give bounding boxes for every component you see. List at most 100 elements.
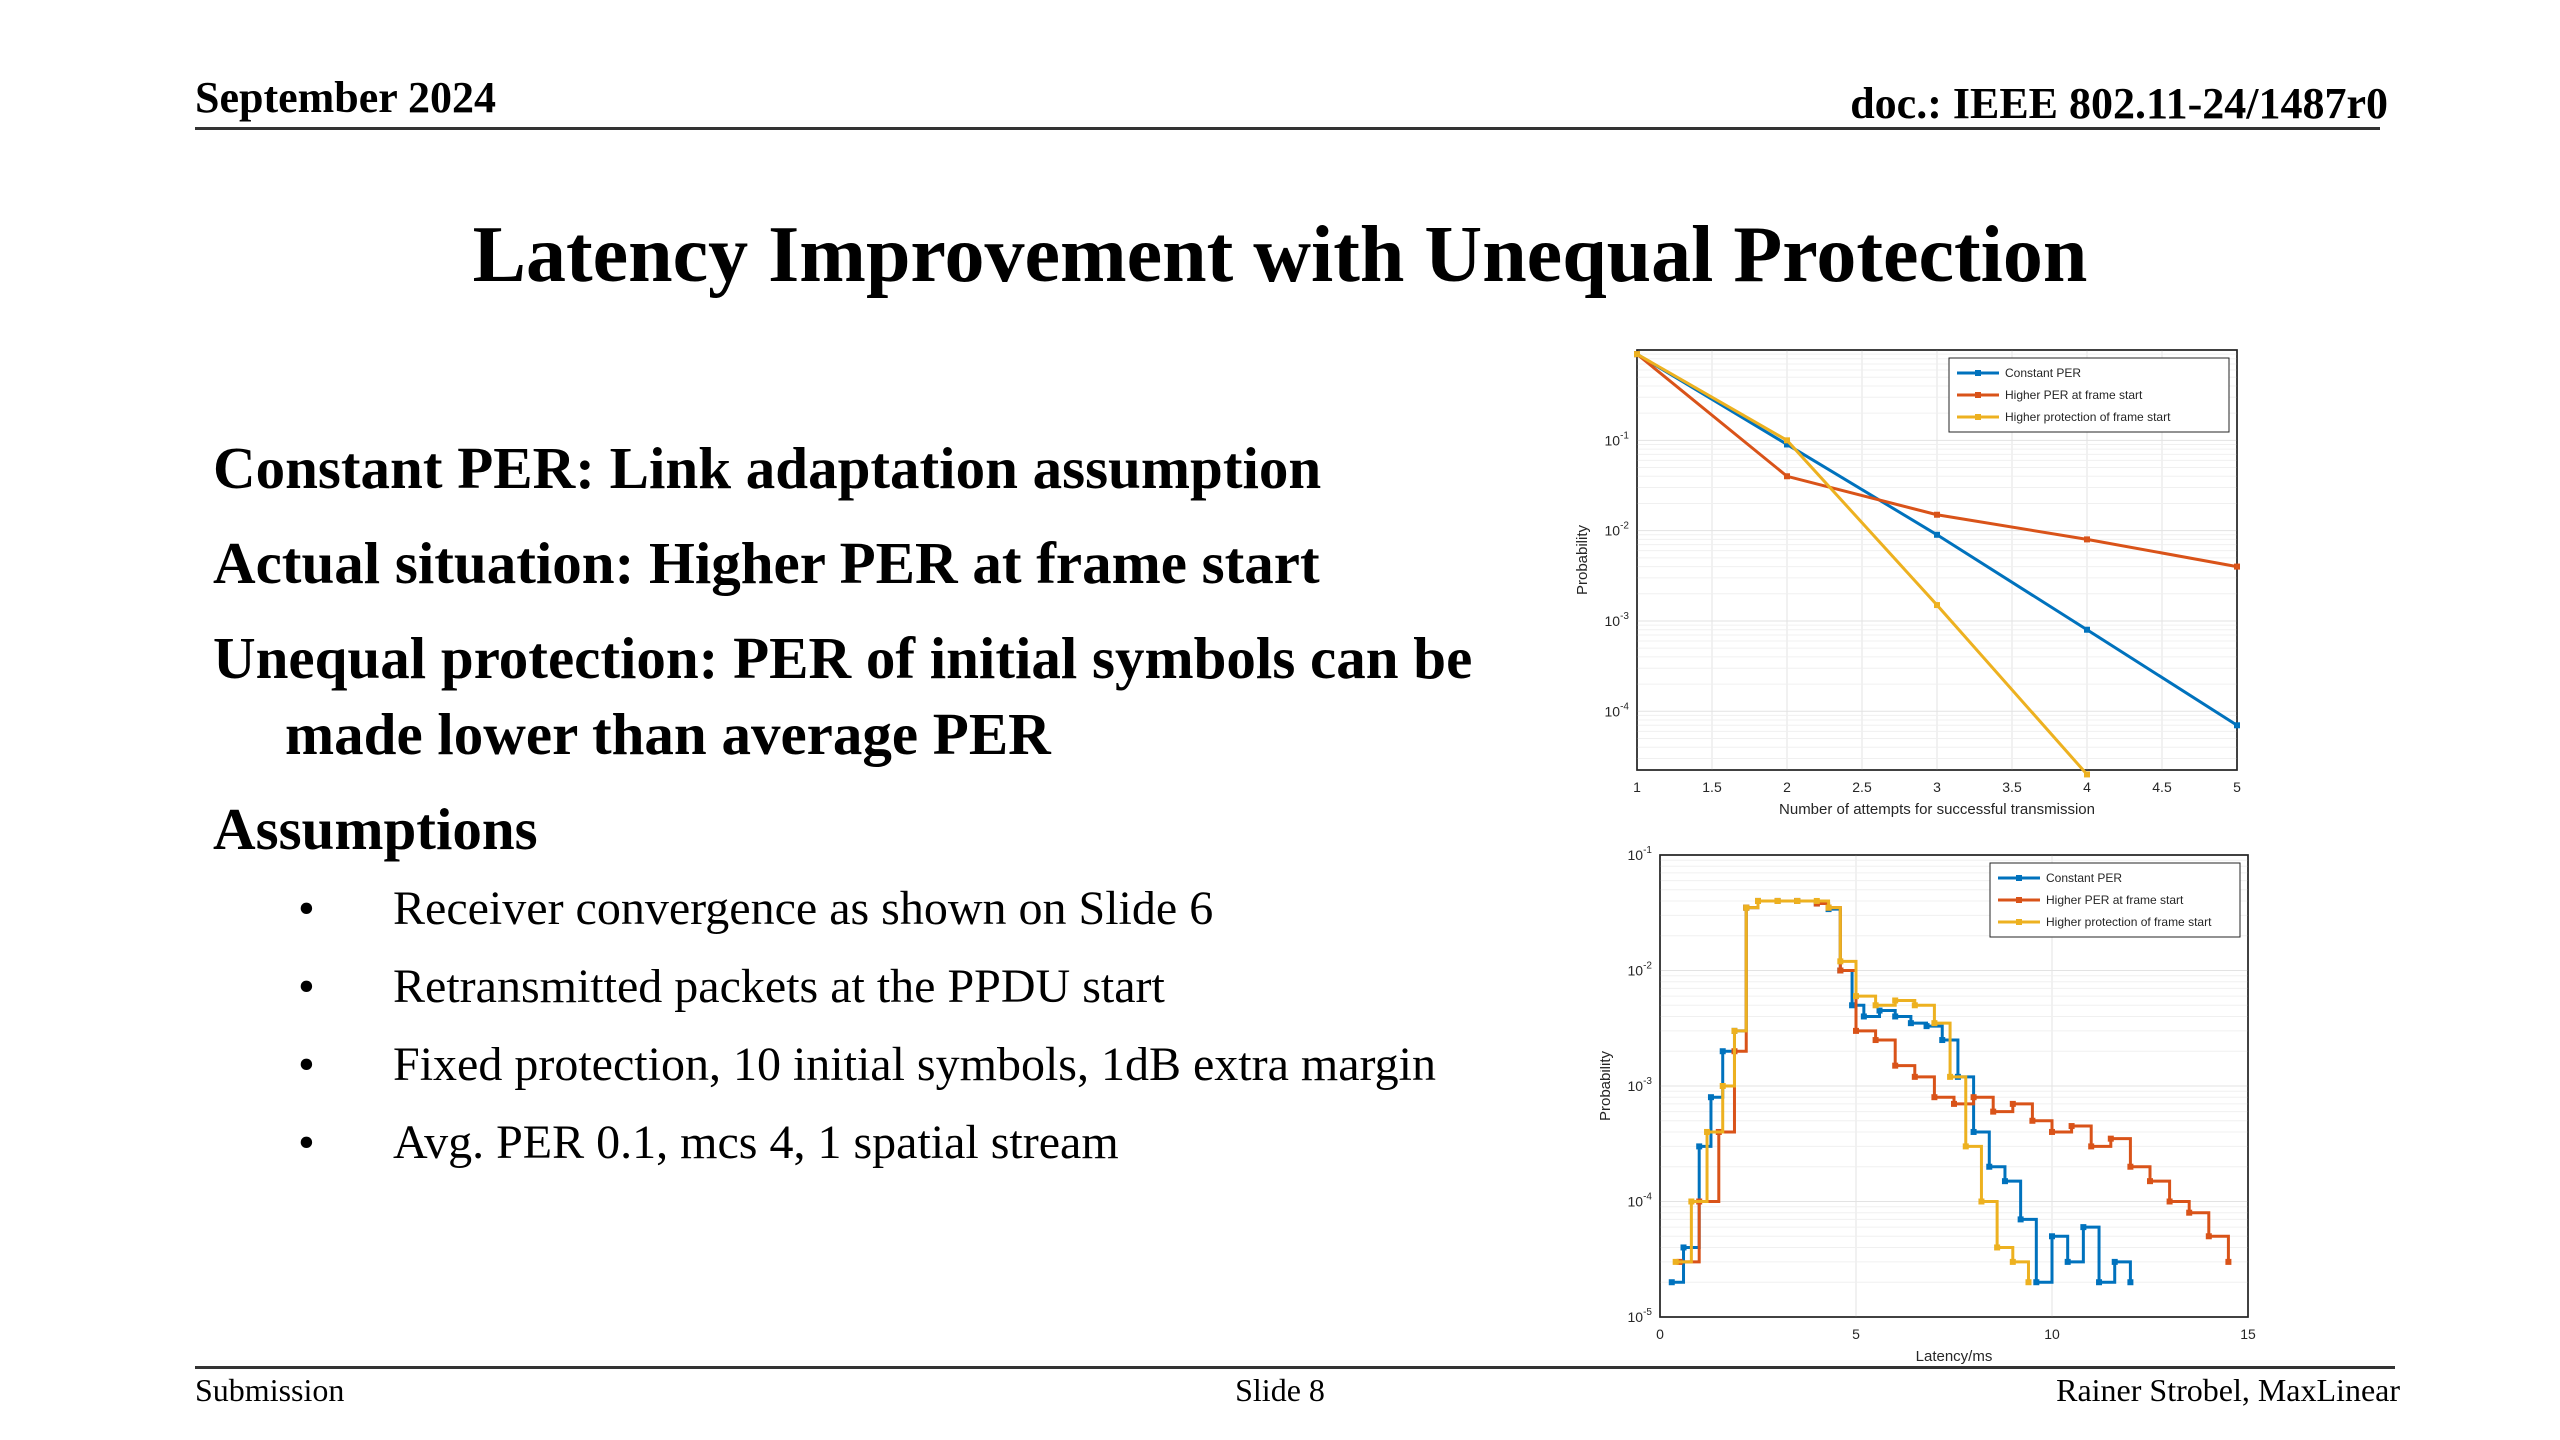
series-point-marker [1837,967,1844,974]
header-divider [195,127,2380,130]
series-point-marker [1970,1128,1977,1135]
series-point-marker [2009,1258,2016,1265]
y-tick-label: 10-1 [1605,430,1630,448]
series-point-marker [1849,1002,1856,1009]
bullet-level1: Constant PER: Link adaptation assumption [213,435,1322,501]
series-point-marker [1939,1037,1946,1044]
x-tick-label: 4 [2083,779,2091,795]
series-point-marker [2088,1143,2095,1150]
series-point-marker [1696,1143,1703,1150]
series-point-marker [2017,1216,2024,1223]
series-point-marker [1784,441,1790,448]
series-point-marker [1707,1094,1714,1101]
x-tick-label: 1 [1633,779,1641,795]
series-point-marker [2084,771,2090,778]
series-point-marker [1755,897,1761,904]
series-point-marker [2001,1178,2008,1185]
y-tick-label: 10-4 [1628,1192,1653,1210]
series-point-marker [1892,1013,1899,1020]
legend-swatch-marker [1975,370,1981,376]
bullet-level1: Unequal protection: PER of initial symbo… [213,625,1473,767]
series-point-marker [1672,1258,1679,1265]
bullet-text: Retransmitted packets at the PPDU start [393,960,1165,1013]
bullet-dot-icon: • [298,960,315,1013]
latency-probability-chart: 0 5 10 15 10-1 10-2 10-3 10-4 10-5 Latency/ms Prob… [1600,845,2256,1365]
series-point-marker [1978,1198,1985,1205]
legend-label: Higher PER at frame start [2005,388,2143,402]
header-doc-id: doc.: IEEE 802.11-24/1487r0 [1850,79,2388,128]
y-tick-label: 10-4 [1605,701,1630,719]
series-point-marker [1813,897,1820,904]
series-point-marker [2049,1128,2055,1135]
bullet-level1: Actual situation: Higher PER at frame st… [213,530,1320,596]
x-tick-label: 5 [2233,779,2241,795]
bullet-dot-icon: • [298,882,315,935]
series-point-marker [1986,1163,1993,1170]
series-point-marker [2029,1117,2036,1124]
x-tick-label: 10 [2044,1326,2060,1342]
legend-swatch-marker [1975,414,1981,420]
x-tick-label: 0 [1656,1326,1664,1342]
series-point-marker [1892,1062,1899,1069]
series-point-marker [2064,1258,2071,1265]
bullet-level2: • Retransmitted packets at the PPDU star… [213,955,1573,1019]
x-tick-label: 15 [2240,1326,2256,1342]
x-tick-label: 1.5 [1702,779,1722,795]
series-line [1675,899,2030,1283]
legend-swatch-marker [2016,875,2022,881]
series-point-marker [2096,1279,2103,1286]
series-point-marker [1743,904,1750,911]
series-point-marker [1931,1020,1938,1027]
series-point-marker [2147,1178,2153,1185]
y-tick-label: 10-5 [1628,1307,1653,1325]
series-point-marker [2049,1233,2055,1240]
series-point-marker [1876,1007,1883,1014]
series-point-marker [2009,1100,2016,1107]
legend-label: Higher protection of frame start [2005,410,2171,424]
series-point-marker [1731,1027,1738,1034]
bullet-dot-icon: • [298,1116,315,1169]
bullet-text: Fixed protection, 10 initial symbols, 1d… [393,1038,1436,1091]
series-point-marker [1911,1073,1918,1080]
series-point-marker [1719,1083,1726,1089]
bullet-dot-icon: • [298,1038,315,1091]
series-point-marker [2084,626,2090,633]
x-tick-label: 5 [1852,1326,1860,1342]
footer-divider [195,1366,2395,1369]
series-point-marker [1784,473,1790,480]
y-tick-label: 10-1 [1628,845,1653,863]
y-axis-label: Probability [1575,524,1591,595]
legend-label: Constant PER [2046,871,2122,885]
legend-swatch-marker [2016,919,2022,925]
legend-label: Higher protection of frame start [2046,915,2212,929]
series-point-marker [2186,1209,2193,1216]
bullet-level2: • Receiver convergence as shown on Slide… [213,877,1573,941]
series-point-marker [1934,602,1940,609]
series-point-marker [1934,511,1940,518]
series-point-marker [2080,1224,2087,1231]
bullet-level2: • Avg. PER 0.1, mcs 4, 1 spatial stream [213,1111,1573,1175]
series-point-marker [1688,1198,1695,1205]
series-point-marker [1719,1048,1726,1055]
series-point-marker [2025,1279,2032,1286]
footer-author: Rainer Strobel, MaxLinear [2056,1372,2400,1408]
series-line [1636,352,2089,776]
series-point-marker [2225,1258,2232,1265]
x-tick-label: 2 [1783,779,1791,795]
series-point-marker [2068,1123,2075,1130]
series-point-marker [1990,1108,1997,1115]
series-point-marker [2234,563,2240,570]
legend-label: Higher PER at frame start [2046,893,2184,907]
series-point-marker [1774,897,1781,904]
series-point-marker [2127,1163,2134,1170]
attempts-probability-chart: 1 1.5 2 2.5 3 3.5 4 4.5 5 10-1 10-2 10-3 10-4 Number … [1575,349,2241,818]
series-point-marker [1668,1279,1675,1286]
series-point-marker [1951,1100,1957,1107]
series-point-marker [1853,993,1859,1000]
x-axis-label: Number of attempts for successful transm… [1779,801,2095,818]
legend-label: Constant PER [2005,366,2081,380]
series-point-marker [2166,1198,2173,1205]
x-tick-label: 3.5 [2002,779,2022,795]
series-point-marker [1923,1023,1930,1030]
footer-slide-number: Slide 8 [1235,1372,1325,1408]
